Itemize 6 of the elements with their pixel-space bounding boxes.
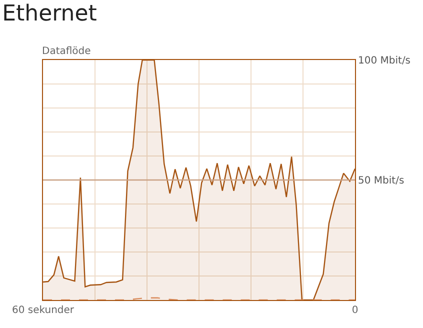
x-tick-label: 60 sekunder [12, 305, 75, 316]
y-axis-title: Dataflöde [42, 46, 91, 57]
y-tick-label: 100 Mbit/s [358, 56, 411, 66]
chart-title: Ethernet [2, 1, 98, 26]
x-tick-label: 0 [352, 305, 358, 316]
y-tick-label: 50 Mbit/s [358, 176, 404, 186]
